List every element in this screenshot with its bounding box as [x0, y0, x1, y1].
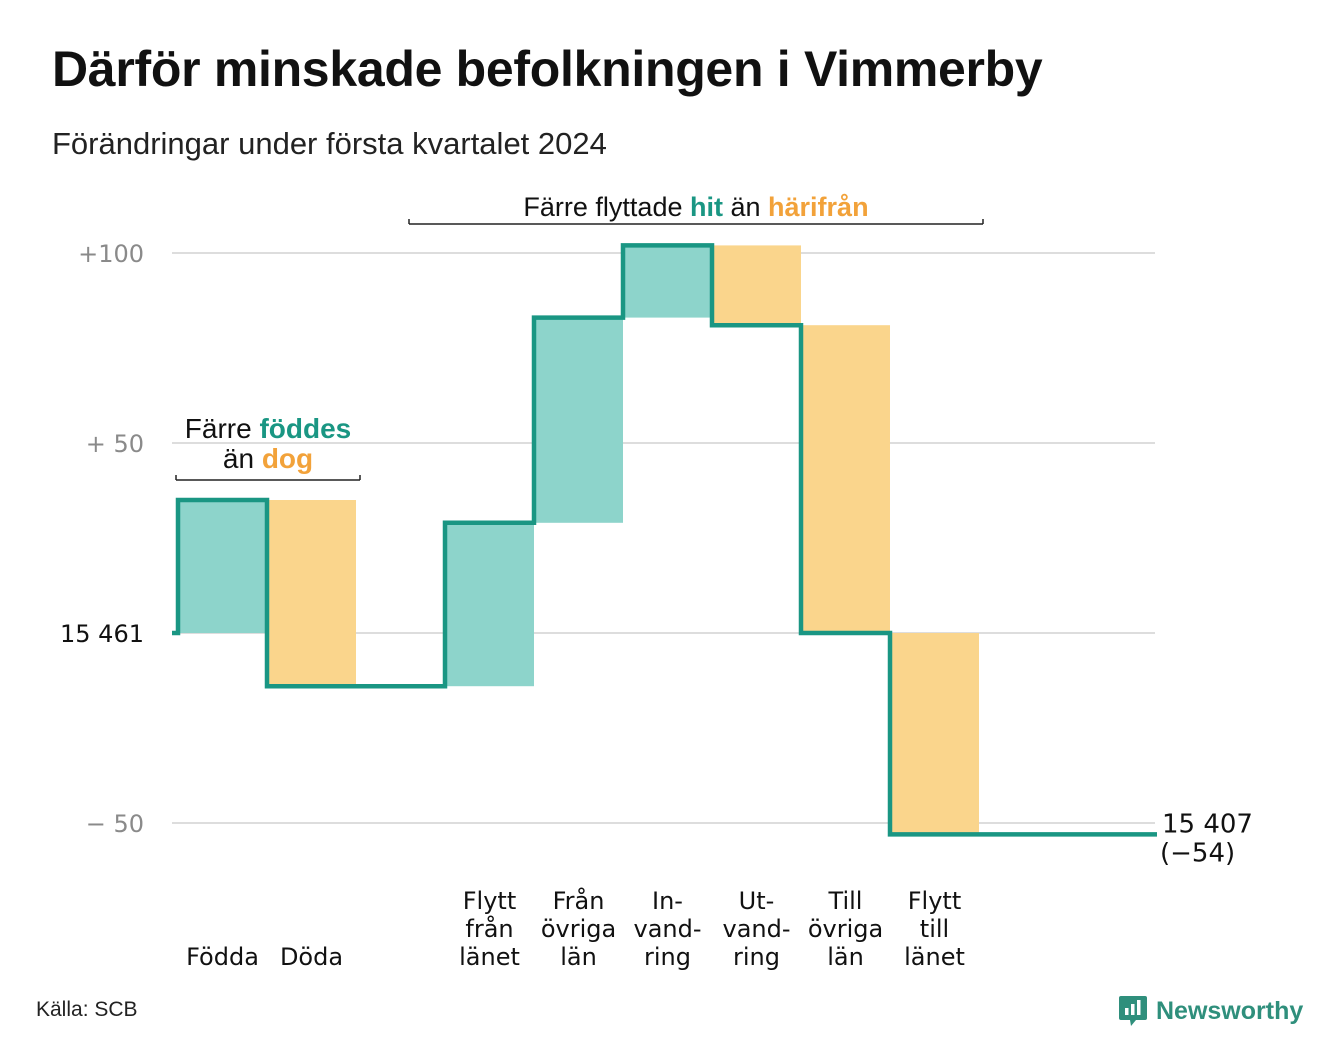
- category-label: vand-: [722, 915, 790, 943]
- decrease-bar: [801, 325, 890, 633]
- category-label: vand-: [633, 915, 701, 943]
- increase-bar: [445, 522, 534, 687]
- y-tick-label: +100: [78, 240, 144, 268]
- decrease-bar: [267, 500, 356, 687]
- category-label: Födda: [186, 943, 259, 971]
- category-label: Döda: [280, 943, 343, 971]
- annotation-part: Färre: [185, 413, 260, 444]
- increase-bar: [534, 317, 623, 523]
- increase-bar: [623, 245, 712, 318]
- category-label: län: [827, 943, 864, 971]
- annotation-part: dog: [262, 443, 313, 474]
- increase-bar: [178, 500, 267, 633]
- category-label: In-: [652, 887, 683, 915]
- category-label: övriga: [541, 915, 616, 943]
- end-value-label: 15 407: [1162, 809, 1253, 839]
- category-label: Ut-: [739, 887, 775, 915]
- brand-logo: Newsworthy: [1118, 994, 1303, 1028]
- bar-chart-speech-bubble-icon: [1119, 996, 1147, 1026]
- annotation-part: Färre flyttade: [523, 192, 690, 222]
- annotation-part: än: [723, 192, 768, 222]
- decrease-bar: [890, 633, 979, 835]
- chart-subtitle: Förändringar under första kvartalet 2024: [52, 126, 607, 161]
- decrease-bar: [712, 245, 801, 326]
- chart-title: Därför minskade befolkningen i Vimmerby: [52, 41, 1043, 97]
- annotation-text: än dog: [223, 443, 313, 474]
- category-label: övriga: [808, 915, 883, 943]
- annotation-text: Färre flyttade hit än härifrån: [523, 192, 868, 222]
- running-total-line: [172, 243, 1157, 837]
- category-label: Flytt: [463, 887, 517, 915]
- source-note: Källa: SCB: [36, 998, 138, 1021]
- category-label: till: [920, 915, 949, 943]
- category-label: länet: [904, 943, 965, 971]
- category-label: ring: [733, 943, 780, 971]
- annotation-part: föddes: [259, 413, 351, 444]
- category-label: ring: [644, 943, 691, 971]
- y-tick-label: + 50: [86, 430, 144, 458]
- annotation-part: hit: [690, 192, 723, 222]
- category-label: Från: [553, 886, 605, 915]
- annotation-text: Färre föddes: [185, 413, 351, 444]
- category-label: län: [560, 943, 597, 971]
- category-label: Till: [828, 887, 863, 915]
- annotation-part: härifrån: [768, 192, 869, 222]
- start-value-label: 15 461: [60, 620, 144, 648]
- category-label: Flytt: [908, 887, 962, 915]
- annotation-part: än: [223, 443, 262, 474]
- category-label: länet: [459, 943, 520, 971]
- end-change-label: (−54): [1160, 838, 1235, 868]
- category-label: från: [465, 914, 513, 943]
- brand-name: Newsworthy: [1156, 996, 1304, 1025]
- y-tick-label: − 50: [86, 810, 144, 838]
